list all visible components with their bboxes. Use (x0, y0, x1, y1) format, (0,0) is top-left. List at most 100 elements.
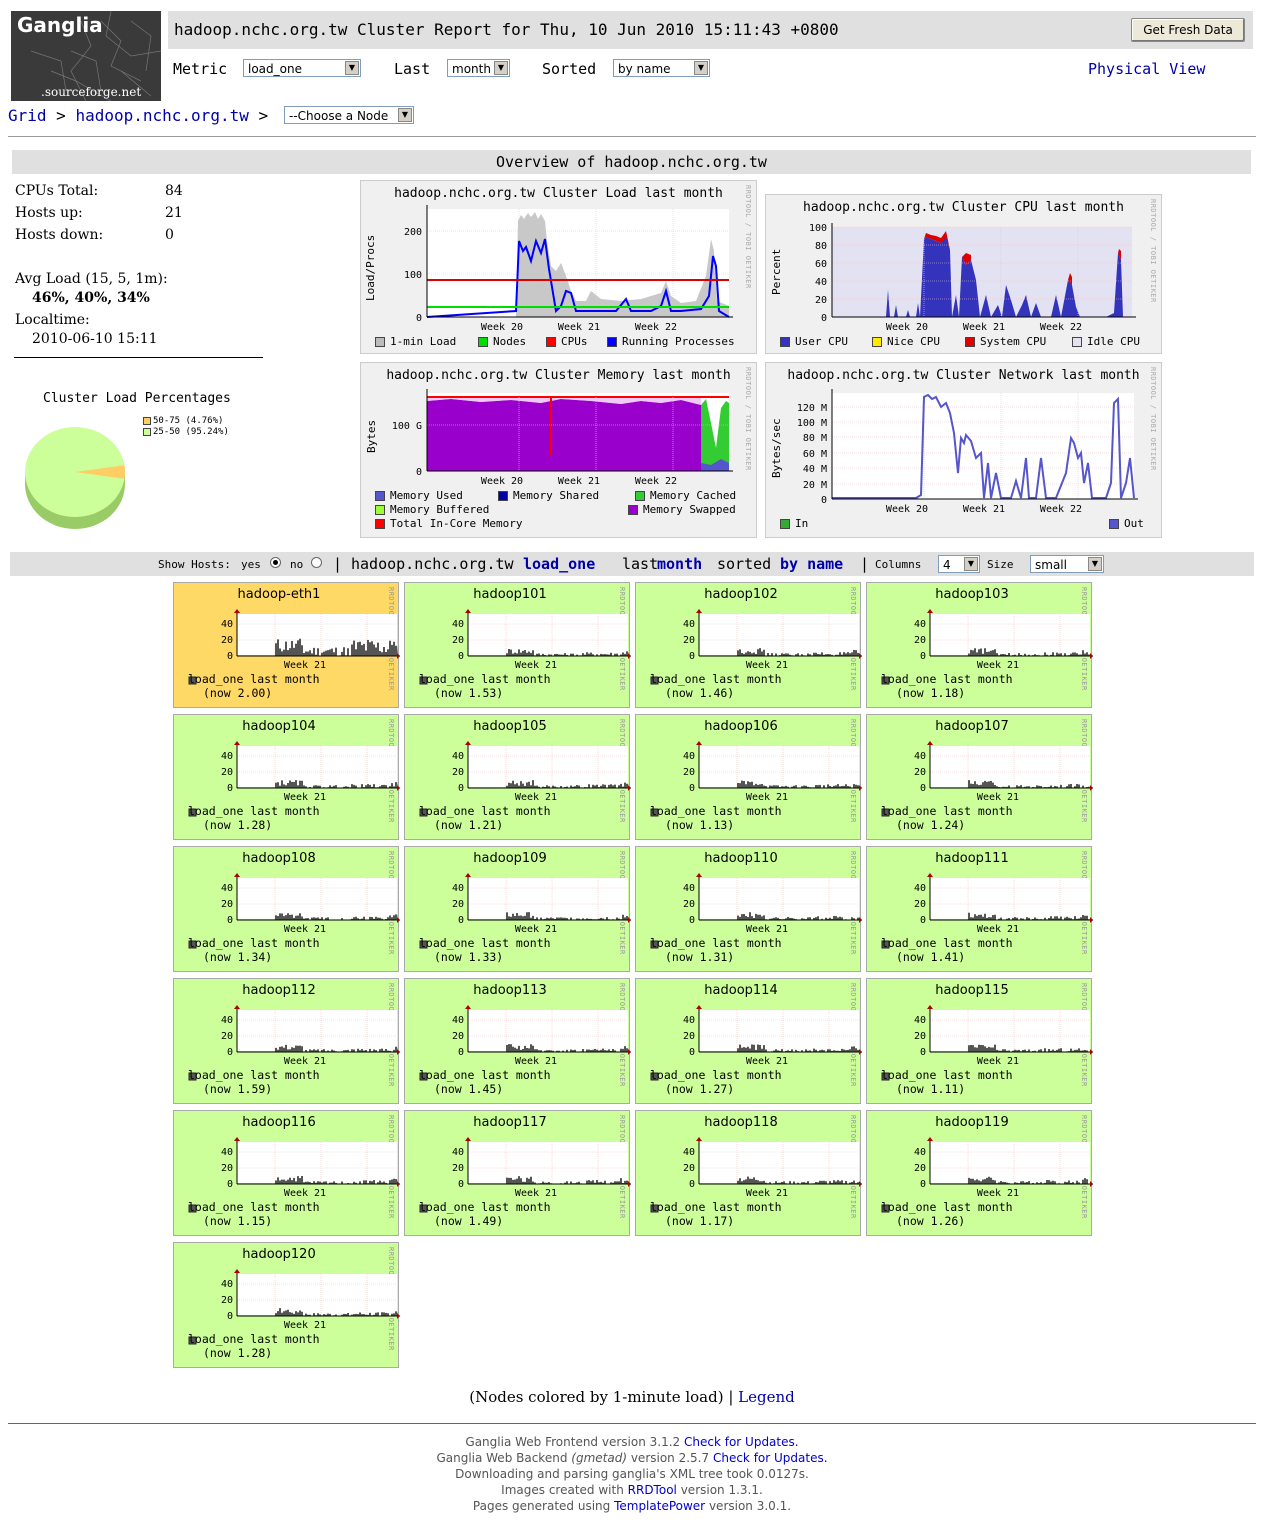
chevron-down-icon: ▼ (694, 61, 708, 75)
show-hosts-yes-radio[interactable] (270, 557, 281, 568)
host-tile[interactable]: hadoop114 RRDTOOL / TOBI OETIKER 40 20 0… (635, 978, 862, 1104)
memory-swapped-area (427, 399, 703, 471)
pie-legend-item: 50-75 (4.76%) (143, 416, 229, 427)
host-load-now: (now 1.15) (203, 1214, 273, 1228)
cluster-cpu-graph[interactable]: hadoop.nchc.org.tw Cluster CPU last mont… (765, 194, 1162, 354)
x-tick: Week 22 (635, 322, 677, 333)
host-tile[interactable]: hadoop112 RRDTOOL / TOBI OETIKER 40 20 0… (173, 978, 400, 1104)
breadcrumb-cluster-link[interactable]: hadoop.nchc.org.tw (75, 106, 249, 125)
y-axis-label: Bytes (365, 420, 378, 453)
x-tick: Week 20 (481, 476, 523, 487)
plot-area (930, 746, 1090, 788)
host-tile[interactable]: hadoop104 RRDTOOL / TOBI OETIKER 40 20 0… (173, 714, 400, 840)
legend-link[interactable]: Legend (738, 1388, 795, 1406)
host-tile[interactable]: hadoop108 RRDTOOL / TOBI OETIKER 40 20 0… (173, 846, 400, 972)
chevron-down-icon: ▼ (964, 557, 978, 571)
host-tile[interactable]: hadoop107 RRDTOOL / TOBI OETIKER 40 20 0… (866, 714, 1093, 840)
host-tile[interactable]: hadoop110 RRDTOOL / TOBI OETIKER 40 20 0… (635, 846, 862, 972)
plot-area (468, 614, 628, 656)
breadcrumb-grid-link[interactable]: Grid (8, 106, 47, 125)
legend-item: Memory Shared (498, 489, 599, 502)
legend-label: 1-min Load (390, 335, 457, 348)
load-bars (930, 648, 1091, 656)
host-tile[interactable]: hadoop102 RRDTOOL / TOBI OETIKER 40 20 0… (635, 582, 862, 708)
axis-arrow-icon (696, 609, 702, 613)
last-select[interactable]: month ▼ (447, 59, 510, 77)
y-tick: 20 (221, 899, 233, 910)
pie-legend-item: 25-50 (95.24%) (143, 427, 229, 438)
columns-label: Columns (875, 558, 922, 571)
host-tile[interactable]: hadoop115 RRDTOOL / TOBI OETIKER 40 20 0… (866, 978, 1093, 1104)
last-select-value: month (452, 62, 491, 76)
legend-label: Running Processes (622, 335, 735, 348)
legend-item: Total In-Core Memory (375, 517, 522, 530)
plot-area (237, 878, 397, 920)
axis-arrow-icon (465, 609, 471, 613)
load-bars (699, 648, 860, 656)
get-fresh-data-button[interactable]: Get Fresh Data (1131, 18, 1245, 42)
cluster-network-graph[interactable]: hadoop.nchc.org.tw Cluster Network last … (765, 362, 1162, 538)
host-load-now: (now 1.59) (203, 1082, 273, 1096)
metric-select[interactable]: load_one ▼ (243, 59, 361, 77)
host-tile[interactable]: hadoop-eth1 RRDTOOL / TOBI OETIKER 40 20… (173, 582, 400, 708)
host-load-plot: 40 20 0 Week 21 (650, 1005, 862, 1081)
y-tick: 200 (404, 227, 422, 238)
ganglia-logo[interactable]: Ganglia .sourceforge.net (11, 11, 161, 101)
host-tile[interactable]: hadoop106 RRDTOOL / TOBI OETIKER 40 20 0… (635, 714, 862, 840)
host-tile[interactable]: hadoop119 RRDTOOL / TOBI OETIKER 40 20 0… (866, 1110, 1093, 1236)
y-tick: 40 (221, 1147, 233, 1158)
host-tile[interactable]: hadoop117 RRDTOOL / TOBI OETIKER 40 20 0… (404, 1110, 631, 1236)
host-load-plot: 40 20 0 Week 21 (881, 1137, 1093, 1213)
rrdtool-link[interactable]: RRDTool (627, 1483, 677, 1497)
y-tick: 40 (914, 751, 926, 762)
host-tile[interactable]: hadoop105 RRDTOOL / TOBI OETIKER 40 20 0… (404, 714, 631, 840)
templatepower-link[interactable]: TemplatePower (614, 1499, 706, 1513)
host-load-plot: 40 20 0 Week 21 (419, 873, 631, 949)
y-tick: 40 (452, 1015, 464, 1026)
host-tile[interactable]: hadoop113 RRDTOOL / TOBI OETIKER 40 20 0… (404, 978, 631, 1104)
hosts-sorted-label: sorted (717, 555, 772, 573)
cluster-load-graph[interactable]: hadoop.nchc.org.tw Cluster Load last mon… (360, 180, 757, 354)
host-name: hadoop103 (935, 587, 1009, 602)
host-tile[interactable]: hadoop101 RRDTOOL / TOBI OETIKER 40 20 0… (404, 582, 631, 708)
x-tick: Week 21 (746, 1056, 788, 1067)
axis-arrow-icon (696, 741, 702, 745)
host-legend: load_one last month (881, 1068, 1013, 1082)
y-tick: 0 (227, 915, 233, 926)
legend-item: Nice CPU (872, 335, 940, 348)
host-tile[interactable]: hadoop120 RRDTOOL / TOBI OETIKER 40 20 0… (173, 1242, 400, 1368)
host-tile[interactable]: hadoop111 RRDTOOL / TOBI OETIKER 40 20 0… (866, 846, 1093, 972)
page-title: hadoop.nchc.org.tw Cluster Report for Th… (174, 20, 839, 39)
show-hosts-no-radio[interactable] (311, 557, 322, 568)
rrdtool-version: version 1.3.1. (680, 1483, 763, 1497)
y-tick: 80 (815, 241, 827, 252)
backend-update-link[interactable]: Check for Updates. (712, 1451, 828, 1465)
frontend-update-link[interactable]: Check for Updates. (684, 1435, 799, 1449)
host-tile[interactable]: hadoop118 RRDTOOL / TOBI OETIKER 40 20 0… (635, 1110, 862, 1236)
sorted-select[interactable]: by name ▼ (613, 59, 710, 77)
host-tile[interactable]: hadoop109 RRDTOOL / TOBI OETIKER 40 20 0… (404, 846, 631, 972)
size-select[interactable]: small ▼ (1030, 555, 1104, 573)
host-name: hadoop119 (935, 1115, 1009, 1130)
y-tick: 60 (815, 259, 827, 270)
x-tick: Week 21 (284, 1056, 326, 1067)
legend-label: System CPU (980, 335, 1047, 348)
host-tile[interactable]: hadoop116 RRDTOOL / TOBI OETIKER 40 20 0… (173, 1110, 400, 1236)
breadcrumb: Grid > hadoop.nchc.org.tw > (8, 106, 268, 125)
x-tick: Week 22 (1040, 504, 1082, 515)
frontend-version: Ganglia Web Frontend version 3.1.2 (465, 1435, 681, 1449)
y-tick: 0 (416, 467, 422, 478)
host-tile[interactable]: hadoop103 RRDTOOL / TOBI OETIKER 40 20 0… (866, 582, 1093, 708)
legend-label: Memory Buffered (390, 503, 490, 516)
y-tick: 0 (920, 651, 926, 662)
host-load-plot: 40 20 0 Week 21 (881, 741, 1093, 817)
cluster-memory-graph[interactable]: hadoop.nchc.org.tw Cluster Memory last m… (360, 362, 757, 538)
y-tick: 40 (683, 751, 695, 762)
host-load-now: (now 1.49) (434, 1214, 504, 1228)
y-tick: 0 (821, 313, 827, 324)
choose-node-select[interactable]: --Choose a Node ▼ (284, 106, 414, 124)
load-bars (930, 1176, 1091, 1184)
columns-select[interactable]: 4 ▼ (938, 555, 980, 573)
x-tick: Week 21 (977, 792, 1019, 803)
physical-view-link[interactable]: Physical View (1088, 60, 1206, 78)
